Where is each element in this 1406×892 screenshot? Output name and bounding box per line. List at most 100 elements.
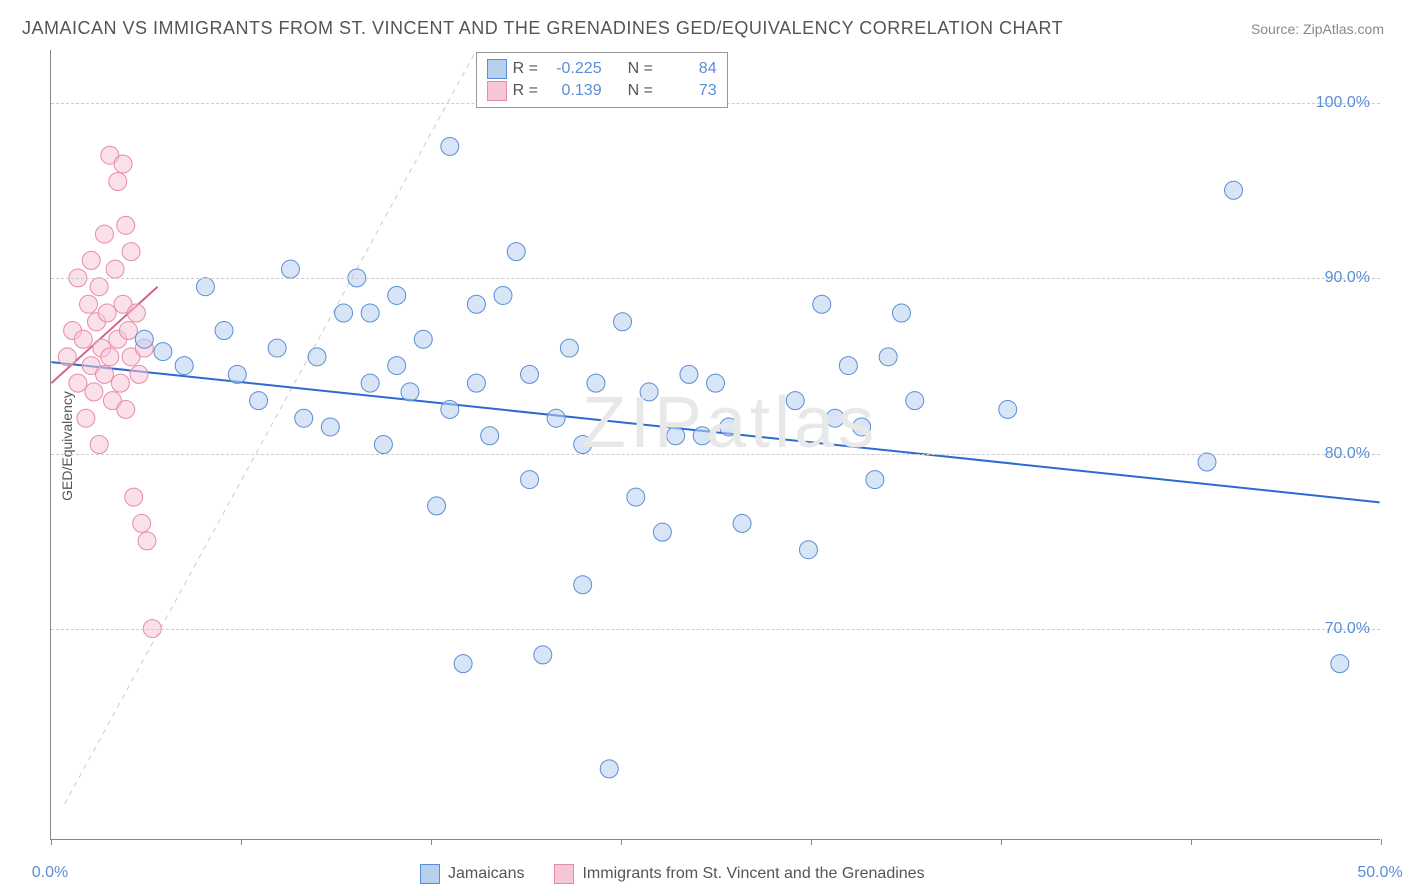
legend-bottom-item: Jamaicans [420, 864, 524, 884]
point-b [122, 243, 140, 261]
point-b [69, 374, 87, 392]
legend-n-label: N = [628, 82, 656, 100]
point-a [454, 655, 472, 673]
point-a [574, 436, 592, 454]
legend-bottom-label: Jamaicans [448, 865, 524, 883]
point-b [117, 400, 135, 418]
point-a [853, 418, 871, 436]
point-a [707, 374, 725, 392]
point-b [82, 251, 100, 269]
gridline-h [51, 454, 1380, 455]
x-tick [51, 839, 52, 845]
point-b [85, 383, 103, 401]
legend-top-row: R = 0.139 N = 73 [487, 81, 717, 101]
point-a [481, 427, 499, 445]
point-a [135, 330, 153, 348]
point-a [295, 409, 313, 427]
x-tick-label-left: 0.0% [32, 864, 68, 882]
point-b [95, 225, 113, 243]
x-tick [1381, 839, 1382, 845]
point-a [215, 322, 233, 340]
x-tick [241, 839, 242, 845]
point-a [1331, 655, 1349, 673]
point-a [534, 646, 552, 664]
point-a [1198, 453, 1216, 471]
point-b [95, 365, 113, 383]
point-a [281, 260, 299, 278]
legend-top-row: R =-0.225N =84 [487, 59, 717, 79]
point-a [374, 436, 392, 454]
legend-bottom-item: Immigrants from St. Vincent and the Gren… [554, 864, 924, 884]
point-a [154, 343, 172, 361]
point-b [111, 374, 129, 392]
point-b [90, 278, 108, 296]
point-a [388, 286, 406, 304]
point-b [80, 295, 98, 313]
point-a [680, 365, 698, 383]
point-b [101, 348, 119, 366]
point-a [321, 418, 339, 436]
point-a [653, 523, 671, 541]
point-a [826, 409, 844, 427]
point-a [494, 286, 512, 304]
point-a [428, 497, 446, 515]
legend-swatch [554, 864, 574, 884]
point-a [228, 365, 246, 383]
source-label: Source: ZipAtlas.com [1251, 21, 1384, 37]
point-b [109, 173, 127, 191]
point-a [999, 400, 1017, 418]
point-a [906, 392, 924, 410]
point-a [401, 383, 419, 401]
point-a [335, 304, 353, 322]
legend-r-label: R = [513, 60, 541, 78]
x-tick [621, 839, 622, 845]
point-b [114, 155, 132, 173]
point-a [866, 471, 884, 489]
point-b [127, 304, 145, 322]
point-b [125, 488, 143, 506]
point-a [667, 427, 685, 445]
legend-r-value: 0.139 [547, 82, 602, 100]
gridline-h [51, 278, 1380, 279]
point-b [138, 532, 156, 550]
point-a [507, 243, 525, 261]
point-a [614, 313, 632, 331]
point-a [521, 471, 539, 489]
point-a [521, 365, 539, 383]
point-a [786, 392, 804, 410]
point-a [733, 514, 751, 532]
point-a [574, 576, 592, 594]
point-b [133, 514, 151, 532]
x-tick [1191, 839, 1192, 845]
legend-n-value: 84 [662, 60, 717, 78]
point-b [106, 260, 124, 278]
legend-bottom-label: Immigrants from St. Vincent and the Gren… [582, 865, 924, 883]
legend-swatch [487, 81, 507, 101]
point-a [640, 383, 658, 401]
chart-title: JAMAICAN VS IMMIGRANTS FROM ST. VINCENT … [22, 18, 1063, 39]
legend-swatch [420, 864, 440, 884]
point-a [799, 541, 817, 559]
y-tick-label: 70.0% [1325, 620, 1370, 638]
point-a [839, 357, 857, 375]
y-tick-label: 90.0% [1325, 269, 1370, 287]
point-a [467, 295, 485, 313]
x-tick [431, 839, 432, 845]
legend-r-label: R = [513, 82, 541, 100]
x-tick [811, 839, 812, 845]
point-a [388, 357, 406, 375]
point-a [892, 304, 910, 322]
legend-n-value: 73 [662, 82, 717, 100]
point-a [693, 427, 711, 445]
point-b [119, 322, 137, 340]
point-b [74, 330, 92, 348]
point-b [58, 348, 76, 366]
point-b [77, 409, 95, 427]
point-a [720, 418, 738, 436]
point-a [879, 348, 897, 366]
point-a [813, 295, 831, 313]
point-a [441, 137, 459, 155]
point-a [600, 760, 618, 778]
point-b [117, 216, 135, 234]
point-a [175, 357, 193, 375]
